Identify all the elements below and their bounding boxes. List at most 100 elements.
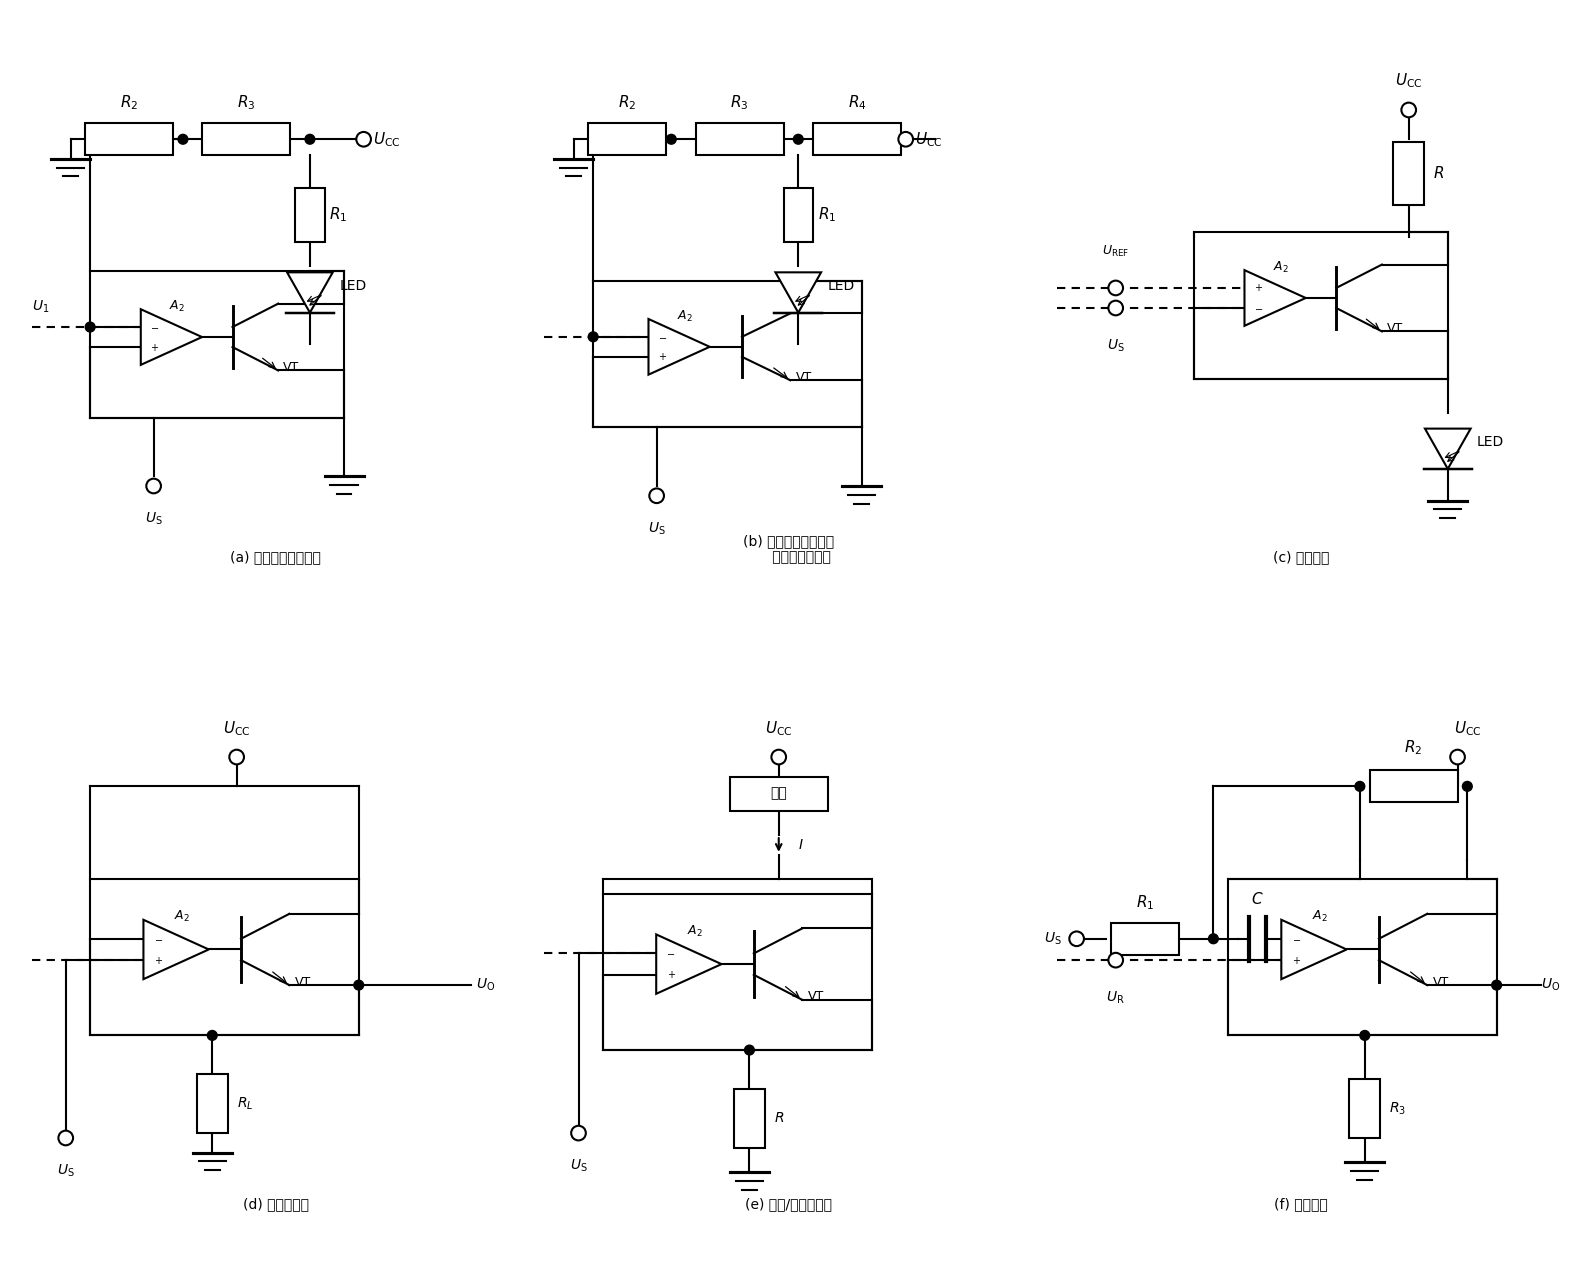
Circle shape	[793, 134, 803, 144]
Text: 负载: 负载	[770, 786, 787, 801]
Text: $R_2$: $R_2$	[618, 94, 637, 112]
Circle shape	[588, 332, 598, 341]
Text: $U_{\rm O}$: $U_{\rm O}$	[1541, 977, 1560, 994]
Circle shape	[229, 750, 244, 764]
Text: $I$: $I$	[798, 838, 804, 852]
Text: $-$: $-$	[153, 934, 162, 943]
Bar	[593, 281, 861, 427]
Text: $+$: $+$	[1254, 282, 1263, 293]
Circle shape	[1109, 281, 1123, 295]
Text: $U_{\rm REF}$: $U_{\rm REF}$	[1102, 243, 1129, 259]
Text: $R_1$: $R_1$	[818, 206, 836, 224]
Text: $+$: $+$	[667, 969, 675, 981]
Polygon shape	[656, 934, 722, 994]
Text: $C$: $C$	[1251, 891, 1263, 907]
Text: VT: VT	[295, 976, 311, 988]
Polygon shape	[1244, 270, 1306, 326]
Bar	[295, 188, 325, 242]
Text: $U_{\rm CC}$: $U_{\rm CC}$	[765, 719, 793, 737]
Text: $R_2$: $R_2$	[1405, 739, 1422, 757]
Circle shape	[1402, 103, 1416, 117]
Text: (c) 接地负载: (c) 接地负载	[1273, 550, 1329, 564]
Circle shape	[353, 981, 364, 990]
Circle shape	[1492, 981, 1501, 990]
Text: $A_2$: $A_2$	[1273, 260, 1288, 275]
Text: $U_{\rm S}$: $U_{\rm S}$	[57, 1162, 74, 1179]
Circle shape	[304, 134, 315, 144]
Bar	[1350, 1080, 1380, 1138]
Polygon shape	[140, 309, 202, 366]
Text: $R$: $R$	[774, 1112, 784, 1125]
Bar	[202, 124, 290, 156]
Bar	[197, 1075, 227, 1133]
Circle shape	[571, 1126, 585, 1140]
Text: $U_{\rm CC}$: $U_{\rm CC}$	[1454, 719, 1481, 737]
Bar	[1228, 879, 1497, 1036]
Circle shape	[1109, 952, 1123, 968]
Bar	[1110, 923, 1180, 955]
Text: $-$: $-$	[658, 332, 667, 342]
Text: $R_3$: $R_3$	[730, 94, 749, 112]
Bar	[784, 188, 812, 242]
Bar	[695, 124, 784, 156]
Text: (e) 电压/电流转换器: (e) 电压/电流转换器	[744, 1197, 833, 1211]
Circle shape	[356, 133, 371, 147]
Text: VT: VT	[1388, 322, 1404, 335]
Bar	[1194, 232, 1448, 378]
Text: $U_{\rm CC}$: $U_{\rm CC}$	[222, 719, 251, 737]
Circle shape	[1451, 750, 1465, 764]
Text: $R_L$: $R_L$	[237, 1095, 254, 1112]
Circle shape	[899, 133, 913, 147]
Text: $U_{\rm CC}$: $U_{\rm CC}$	[374, 130, 401, 148]
Text: $R_1$: $R_1$	[330, 206, 349, 224]
Text: $U_{\rm S}$: $U_{\rm S}$	[648, 520, 665, 537]
Bar	[588, 124, 667, 156]
Text: $R_3$: $R_3$	[237, 94, 255, 112]
Text: $A_2$: $A_2$	[169, 299, 185, 314]
Circle shape	[1208, 934, 1219, 943]
Bar	[733, 1089, 765, 1148]
Circle shape	[667, 134, 677, 144]
Text: $A_2$: $A_2$	[1312, 909, 1328, 924]
Text: VT: VT	[807, 990, 823, 1004]
Text: VT: VT	[796, 371, 812, 384]
Bar	[90, 272, 344, 417]
Text: $R_2$: $R_2$	[120, 94, 139, 112]
Text: $U_{\rm CC}$: $U_{\rm CC}$	[1396, 72, 1422, 90]
Bar	[730, 776, 828, 811]
Circle shape	[1109, 301, 1123, 315]
Bar	[812, 124, 900, 156]
Text: $U_{\rm S}$: $U_{\rm S}$	[145, 511, 162, 526]
Text: $+$: $+$	[150, 341, 159, 353]
Polygon shape	[1282, 920, 1347, 979]
Text: $A_2$: $A_2$	[173, 909, 189, 924]
Text: $+$: $+$	[1292, 955, 1301, 965]
Polygon shape	[1426, 429, 1471, 468]
Bar	[1392, 142, 1424, 205]
Circle shape	[207, 1031, 218, 1040]
Text: $A_2$: $A_2$	[688, 924, 703, 940]
Text: $U_{\rm S}$: $U_{\rm S}$	[1044, 931, 1061, 947]
Text: $U_{\rm S}$: $U_{\rm S}$	[569, 1157, 587, 1174]
Text: $R_4$: $R_4$	[847, 94, 866, 112]
Circle shape	[85, 322, 95, 332]
Bar	[85, 124, 173, 156]
Text: $U_{\rm R}$: $U_{\rm R}$	[1107, 990, 1124, 1006]
Bar	[1370, 770, 1457, 803]
Text: (a) 超速报警指示电路: (a) 超速报警指示电路	[230, 550, 322, 564]
Text: VT: VT	[1432, 976, 1449, 988]
Text: $A_2$: $A_2$	[677, 309, 692, 324]
Text: $U_{\rm S}$: $U_{\rm S}$	[1107, 337, 1124, 354]
Text: LED: LED	[339, 279, 366, 292]
Polygon shape	[776, 273, 822, 313]
Text: (b) 具有滞后作用的超
      速报警指示电路: (b) 具有滞后作用的超 速报警指示电路	[743, 534, 834, 564]
Text: (f) 积分电路: (f) 积分电路	[1274, 1197, 1328, 1211]
Polygon shape	[287, 273, 333, 313]
Text: LED: LED	[1478, 435, 1504, 449]
Text: $R$: $R$	[1433, 166, 1445, 181]
Text: $+$: $+$	[658, 351, 667, 363]
Circle shape	[1462, 781, 1473, 792]
Text: $-$: $-$	[150, 322, 159, 332]
Circle shape	[1355, 781, 1364, 792]
Circle shape	[1359, 1031, 1370, 1040]
